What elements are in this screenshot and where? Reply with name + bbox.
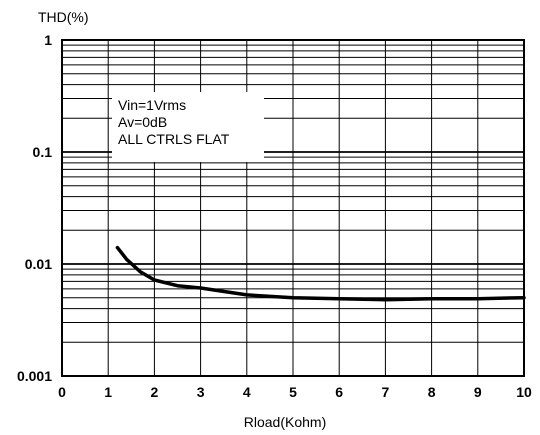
x-tick-labels: 0 1 2 3 4 5 6 7 8 9 10 [58,384,532,400]
test-conditions-box: Vin=1Vrms Av=0dB ALL CTRLS FLAT [112,92,264,162]
x-tick-label: 1 [104,384,112,400]
x-tick-label: 4 [243,384,251,400]
x-tick-label: 0 [58,384,66,400]
x-tick-label: 3 [197,384,205,400]
x-tick-label: 6 [335,384,343,400]
note-line-2: Av=0dB [118,114,167,130]
plot-frame [61,39,525,377]
x-tick-label: 7 [382,384,390,400]
x-tick-label: 10 [516,384,532,400]
y-tick-label: 0.001 [17,368,52,384]
y-tick-label: 0.1 [33,144,53,160]
x-tick-label: 5 [289,384,297,400]
x-tick-label: 2 [151,384,159,400]
x-tick-label: 8 [428,384,436,400]
x-axis-title: Rload(Kohm) [244,414,326,430]
y-axis-title: THD(%) [38,9,89,25]
note-line-1: Vin=1Vrms [118,97,186,113]
x-tick-label: 9 [474,384,482,400]
grid [61,39,525,377]
y-tick-label: 1 [44,32,52,48]
series-line-0 [115,245,526,302]
series-layer [115,245,526,302]
note-line-3: ALL CTRLS FLAT [118,131,230,147]
y-tick-labels: 0.001 0.01 0.1 1 [17,32,52,384]
y-tick-label: 0.01 [25,256,52,272]
